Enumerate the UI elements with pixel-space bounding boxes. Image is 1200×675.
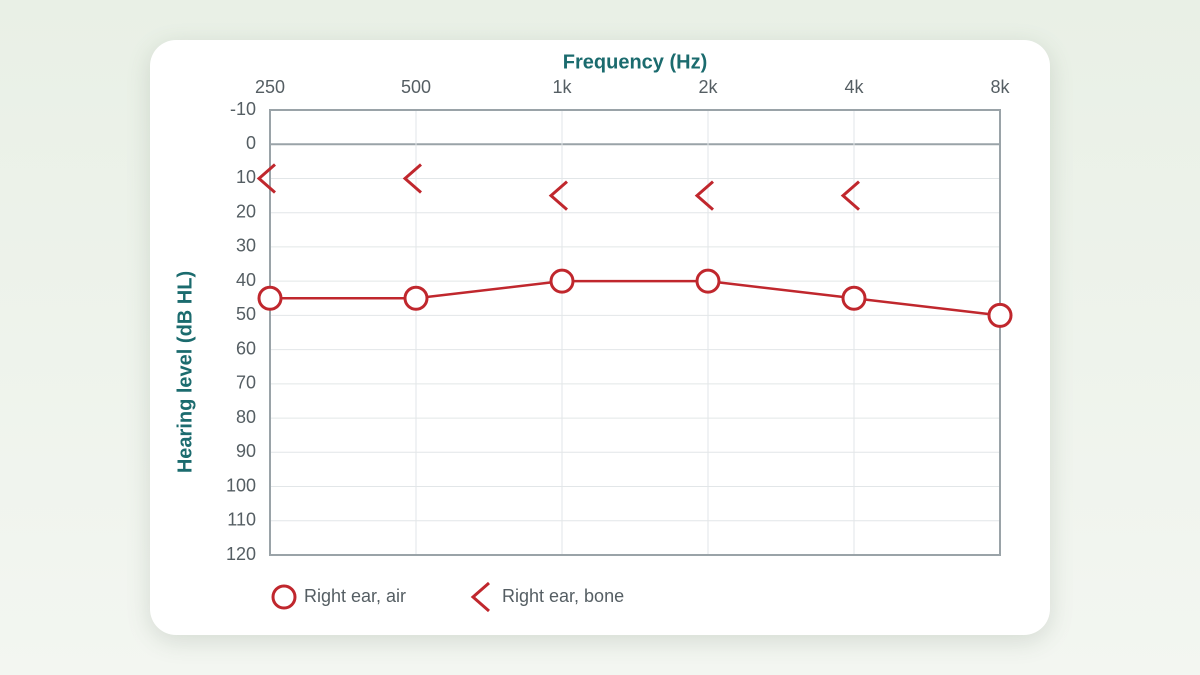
y-tick-label: 70: [236, 373, 256, 393]
x-tick-label: 250: [255, 77, 285, 97]
bone-marker: [840, 180, 860, 211]
y-tick-label: 30: [236, 236, 256, 256]
bone-marker: [256, 163, 276, 194]
y-axis-title: Hearing level (dB HL): [174, 271, 196, 473]
air-marker: [403, 285, 429, 311]
air-marker: [257, 285, 283, 311]
legend-label: Right ear, bone: [502, 586, 624, 606]
y-tick-label: 80: [236, 407, 256, 427]
air-marker: [987, 302, 1013, 328]
plot-border: [269, 109, 1001, 556]
y-tick-label: 110: [227, 510, 256, 530]
x-tick-label: 500: [401, 77, 431, 97]
y-tick-label: 100: [226, 475, 256, 495]
x-tick-label: 4k: [844, 77, 864, 97]
air-marker: [695, 268, 721, 294]
bone-marker: [694, 180, 714, 211]
x-tick-label: 2k: [698, 77, 718, 97]
y-tick-label: 40: [236, 270, 256, 290]
y-tick-label: 50: [236, 304, 256, 324]
air-marker: [271, 584, 297, 610]
y-tick-label: 60: [236, 338, 256, 358]
x-tick-label: 1k: [552, 77, 572, 97]
bone-marker: [470, 581, 490, 613]
legend-label: Right ear, air: [304, 586, 406, 606]
bone-marker: [402, 163, 422, 194]
bone-marker: [548, 180, 568, 211]
air-marker: [549, 268, 575, 294]
y-tick-label: -10: [230, 99, 256, 119]
y-tick-label: 120: [226, 544, 256, 564]
air-line: [270, 279, 1001, 317]
x-axis-title: Frequency (Hz): [563, 51, 707, 73]
y-tick-label: 10: [236, 167, 256, 187]
y-tick-label: 0: [246, 133, 256, 153]
chart-card: [150, 40, 1050, 635]
air-marker: [841, 285, 867, 311]
y-tick-label: 90: [236, 441, 256, 461]
y-tick-label: 20: [236, 201, 256, 221]
x-tick-label: 8k: [990, 77, 1010, 97]
